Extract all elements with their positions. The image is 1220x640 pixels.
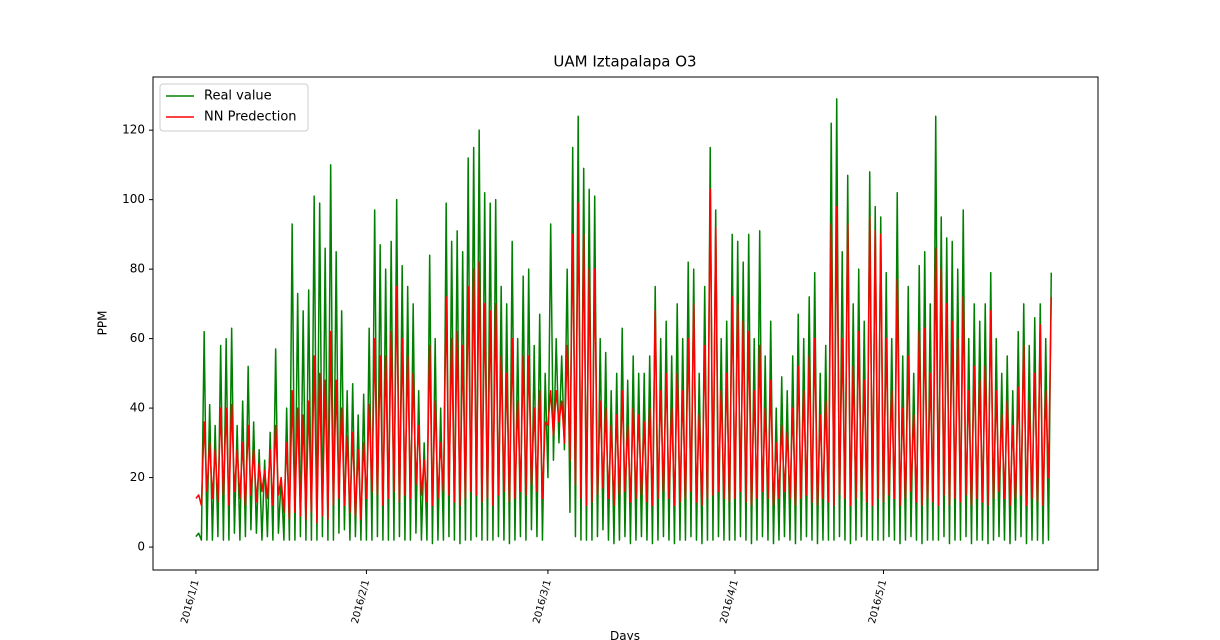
legend-box [159, 83, 309, 132]
y-tick-label: 20 [130, 470, 145, 484]
series-line [195, 188, 1052, 524]
legend: Real value NN Predection [159, 83, 309, 132]
chart-title: UAM Iztapalapa O3 [553, 53, 696, 71]
x-axis-label: Days [610, 629, 640, 640]
x-tick-label: 2016/3/1 [531, 579, 553, 625]
y-axis-label: PPM [96, 311, 110, 336]
y-tick-label: 60 [130, 331, 145, 345]
y-tick-label: 120 [122, 123, 145, 137]
y-tick-label: 40 [130, 401, 145, 415]
x-tick-label: 2016/2/1 [350, 579, 372, 625]
y-tick-label: 80 [130, 262, 145, 276]
legend-label: Real value [204, 89, 272, 104]
x-tick-label: 2016/5/1 [867, 579, 889, 625]
y-tick-label: 100 [122, 192, 145, 206]
legend-label: NN Predection [204, 110, 297, 125]
x-tick-label: 2016/1/1 [179, 579, 201, 625]
plot-frame [152, 76, 1099, 571]
plot-area [195, 98, 1052, 545]
x-tick-label: 2016/4/1 [719, 579, 741, 625]
y-tick-label: 0 [137, 540, 145, 554]
